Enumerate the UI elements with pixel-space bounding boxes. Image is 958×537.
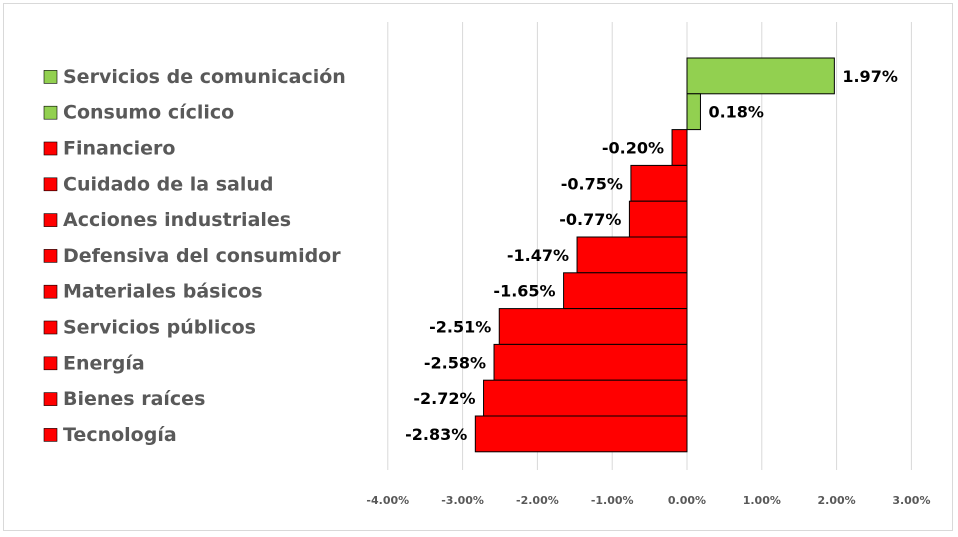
data-label: -2.58% xyxy=(424,353,486,372)
legend-swatch xyxy=(43,70,58,84)
data-labels: 1.97% 0.18% -0.20% -0.75% -0.77% -1.47% -1.65%… xyxy=(405,67,898,444)
legend-swatch xyxy=(43,213,58,227)
category-label: Energía xyxy=(63,352,145,374)
legend-swatch xyxy=(43,392,58,406)
legend-swatch xyxy=(43,141,58,156)
legend-swatch xyxy=(43,177,58,192)
bar xyxy=(474,415,688,453)
x-tick-label: -4.00% xyxy=(366,494,409,507)
bars xyxy=(474,57,835,453)
bar xyxy=(671,129,688,166)
legend-swatch xyxy=(43,428,58,442)
bar xyxy=(576,236,688,274)
bar xyxy=(686,57,835,95)
category-legend: Servicios de comunicación Consumo cíclico… xyxy=(43,66,346,446)
legend-swatch xyxy=(43,356,58,371)
legend-swatch xyxy=(43,249,58,263)
category-label: Tecnología xyxy=(63,424,177,446)
data-label: -0.77% xyxy=(559,210,621,229)
bar xyxy=(483,379,688,417)
category-label: Bienes raíces xyxy=(63,388,205,410)
data-label: -1.65% xyxy=(493,282,555,301)
category-label: Cuidado de la salud xyxy=(63,173,274,195)
bar xyxy=(628,200,688,238)
x-axis-ticks: -4.00% -3.00% -2.00% -1.00% 0.00% 1.00% 2.00% 3… xyxy=(366,494,930,507)
category-label: Servicios públicos xyxy=(63,317,256,339)
category-label: Servicios de comunicación xyxy=(63,66,346,88)
x-tick-label: -2.00% xyxy=(516,494,559,507)
data-label: -2.72% xyxy=(413,389,475,408)
legend-swatch xyxy=(43,105,58,120)
x-tick-label: -3.00% xyxy=(441,494,484,507)
data-label: -0.75% xyxy=(561,174,623,193)
data-label: -0.20% xyxy=(602,139,664,158)
bar xyxy=(686,93,701,131)
category-label: Acciones industriales xyxy=(63,209,291,231)
data-label: 0.18% xyxy=(708,103,764,122)
category-label: Consumo cíclico xyxy=(63,102,234,124)
bar xyxy=(630,164,688,202)
legend-swatch xyxy=(43,320,58,335)
category-label: Financiero xyxy=(63,138,175,160)
data-label: -2.51% xyxy=(429,318,491,337)
category-label: Defensiva del consumidor xyxy=(63,245,341,267)
x-tick-label: -1.00% xyxy=(591,494,634,507)
bar xyxy=(498,308,688,345)
data-label: -2.83% xyxy=(405,425,467,444)
x-tick-label: 1.00% xyxy=(743,494,781,507)
bar xyxy=(563,272,688,310)
data-label: -1.47% xyxy=(507,246,569,265)
data-label: 1.97% xyxy=(842,67,898,86)
x-tick-label: 0.00% xyxy=(668,494,706,507)
x-tick-label: 3.00% xyxy=(892,494,930,507)
legend-swatch xyxy=(43,284,58,299)
bar xyxy=(493,343,688,381)
x-tick-label: 2.00% xyxy=(818,494,856,507)
category-label: Materiales básicos xyxy=(63,281,263,303)
